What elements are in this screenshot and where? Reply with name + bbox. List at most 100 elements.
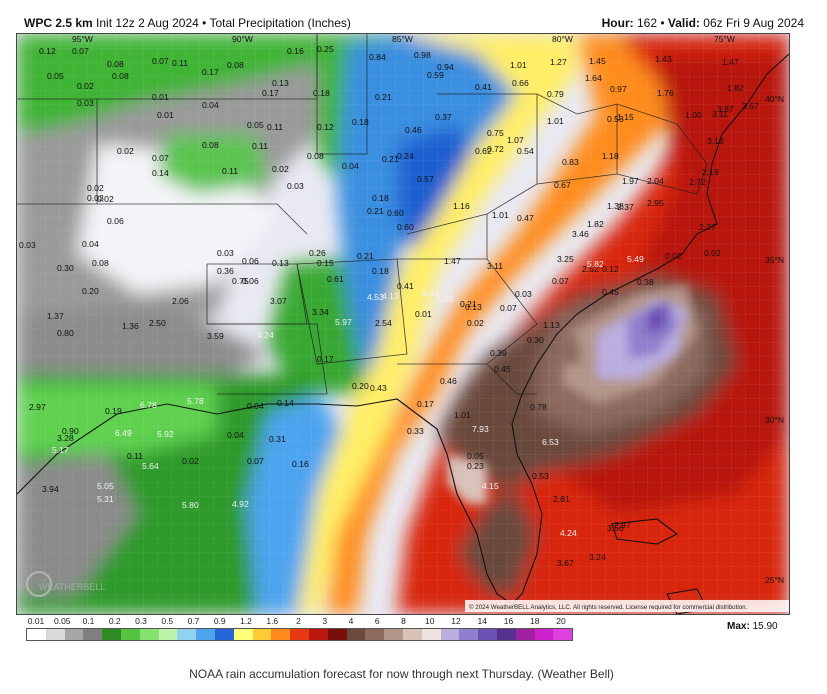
- precip-value: 0.06: [242, 256, 259, 266]
- precip-value: 0.37: [435, 112, 452, 122]
- precip-value: 2.06: [172, 296, 189, 306]
- valid-label: Valid:: [667, 16, 700, 30]
- precip-value: 0.04: [247, 401, 264, 411]
- precip-value: 6.89: [437, 294, 454, 304]
- precip-value: 2.81: [553, 494, 570, 504]
- precip-value: 0.08: [307, 151, 324, 161]
- legend-tick-label: 0.2: [108, 616, 121, 626]
- precip-value: 0.12: [39, 46, 56, 56]
- precip-value: 0.02: [272, 164, 289, 174]
- precip-value: 0.02: [665, 251, 682, 261]
- precip-value: 0.36: [217, 266, 234, 276]
- precip-value: 0.21: [382, 154, 399, 164]
- precip-value: 0.17: [202, 67, 219, 77]
- precip-value: 0.62: [475, 146, 492, 156]
- precip-value: 5.31: [97, 494, 114, 504]
- legend-tick-label: 0.5: [161, 616, 174, 626]
- legend-color-bar: [26, 628, 573, 641]
- precip-value: 1.38: [607, 201, 624, 211]
- precip-value: 2.72: [689, 177, 706, 187]
- precip-value: 0.14: [152, 168, 169, 178]
- precip-value: 0.05: [47, 71, 64, 81]
- legend-swatch: [233, 629, 253, 640]
- precip-value: 0.60: [397, 222, 414, 232]
- legend-swatch: [553, 629, 573, 640]
- precip-value: 0.08: [227, 60, 244, 70]
- precip-value: 0.11: [267, 122, 283, 132]
- legend-tick-label: 0.7: [187, 616, 200, 626]
- precip-value: 0.54: [517, 146, 534, 156]
- precip-value: 3.67: [557, 558, 574, 568]
- precip-value: 4.53: [367, 292, 384, 302]
- precip-value: 1.15: [617, 112, 634, 122]
- max-value-label: Max: 15.90: [727, 621, 778, 632]
- legend-swatch: [290, 629, 309, 640]
- legend-swatch: [64, 629, 84, 640]
- lat-label-30n: 30°N: [765, 415, 784, 425]
- precip-value: 0.03: [217, 248, 234, 258]
- precip-value: 4.24: [257, 330, 274, 340]
- max-label-text: Max:: [727, 621, 750, 632]
- legend-tick-label: 1.2: [240, 616, 252, 626]
- legend-tick-label: 0.1: [82, 616, 95, 626]
- precip-value: 0.13: [465, 302, 482, 312]
- legend-tick-label: 4: [348, 616, 354, 626]
- legend-swatch: [327, 629, 347, 640]
- precip-value: 0.02: [704, 248, 721, 258]
- precip-value: 6.53: [542, 437, 559, 447]
- legend-swatch: [83, 629, 103, 640]
- precip-value: 0.11: [222, 166, 238, 176]
- precip-value: 1.43: [655, 54, 672, 64]
- precip-value: 3.59: [207, 331, 224, 341]
- precip-value: 0.06: [242, 276, 259, 286]
- precip-value: 6.49: [115, 428, 132, 438]
- field-name: Total Precipitation (Inches): [209, 16, 351, 30]
- image-caption: NOAA rain accumulation forecast for now …: [189, 667, 614, 681]
- precip-value: 3.25: [557, 254, 574, 264]
- lat-label-40n: 40°N: [765, 94, 784, 104]
- precip-value: 2.19: [702, 167, 719, 177]
- precip-value: 2.95: [647, 198, 664, 208]
- legend-swatch: [177, 629, 197, 640]
- precip-value: 0.17: [262, 88, 279, 98]
- precip-value: 0.31: [269, 434, 286, 444]
- precip-value: 6.78: [140, 400, 157, 410]
- max-value: 15.90: [752, 621, 778, 632]
- precip-value: 0.24: [397, 151, 414, 161]
- precip-value: 3.87: [717, 104, 734, 114]
- model-name: WPC 2.5 km: [24, 16, 93, 30]
- precip-value: 0.61: [327, 274, 344, 284]
- precip-value: 0.04: [342, 161, 359, 171]
- precip-value: 2.54: [375, 318, 392, 328]
- precip-value: 0.12: [602, 264, 619, 274]
- legend-swatch: [402, 629, 422, 640]
- precip-value: 3.24: [589, 552, 606, 562]
- precip-value: 1.82: [587, 219, 604, 229]
- lon-label-75w: 75°W: [714, 34, 735, 44]
- precip-value: 0.04: [227, 430, 244, 440]
- precip-value: 0.01: [152, 92, 169, 102]
- legend-swatch: [27, 629, 46, 640]
- legend-tick-label: 16: [503, 616, 514, 626]
- precip-value: 5.82: [587, 259, 604, 269]
- precip-value: 0.46: [440, 376, 457, 386]
- precip-value: 0.80: [57, 328, 74, 338]
- legend-swatch: [214, 629, 234, 640]
- precip-value: 1.27: [550, 57, 567, 67]
- precip-value: 0.21: [375, 92, 392, 102]
- precip-value: 0.03: [515, 289, 532, 299]
- precip-value: 0.05: [247, 120, 264, 130]
- precip-value: 0.18: [372, 193, 389, 203]
- precip-value: 0.03: [87, 193, 104, 203]
- legend-tick-label: 10: [425, 616, 435, 626]
- precip-value: 7.93: [472, 424, 489, 434]
- precip-value: 4.24: [560, 528, 577, 538]
- legend-swatch: [196, 629, 215, 640]
- precip-value: 1.36: [122, 321, 139, 331]
- precip-value: 1.47: [444, 256, 461, 266]
- valid-time-info: Hour: 162 • Valid: 06z Fri 9 Aug 2024: [601, 16, 804, 30]
- precip-value: 0.11: [172, 58, 188, 68]
- precip-value: 0.03: [77, 98, 94, 108]
- precip-value: 0.60: [387, 208, 404, 218]
- precip-value: 0.83: [562, 157, 579, 167]
